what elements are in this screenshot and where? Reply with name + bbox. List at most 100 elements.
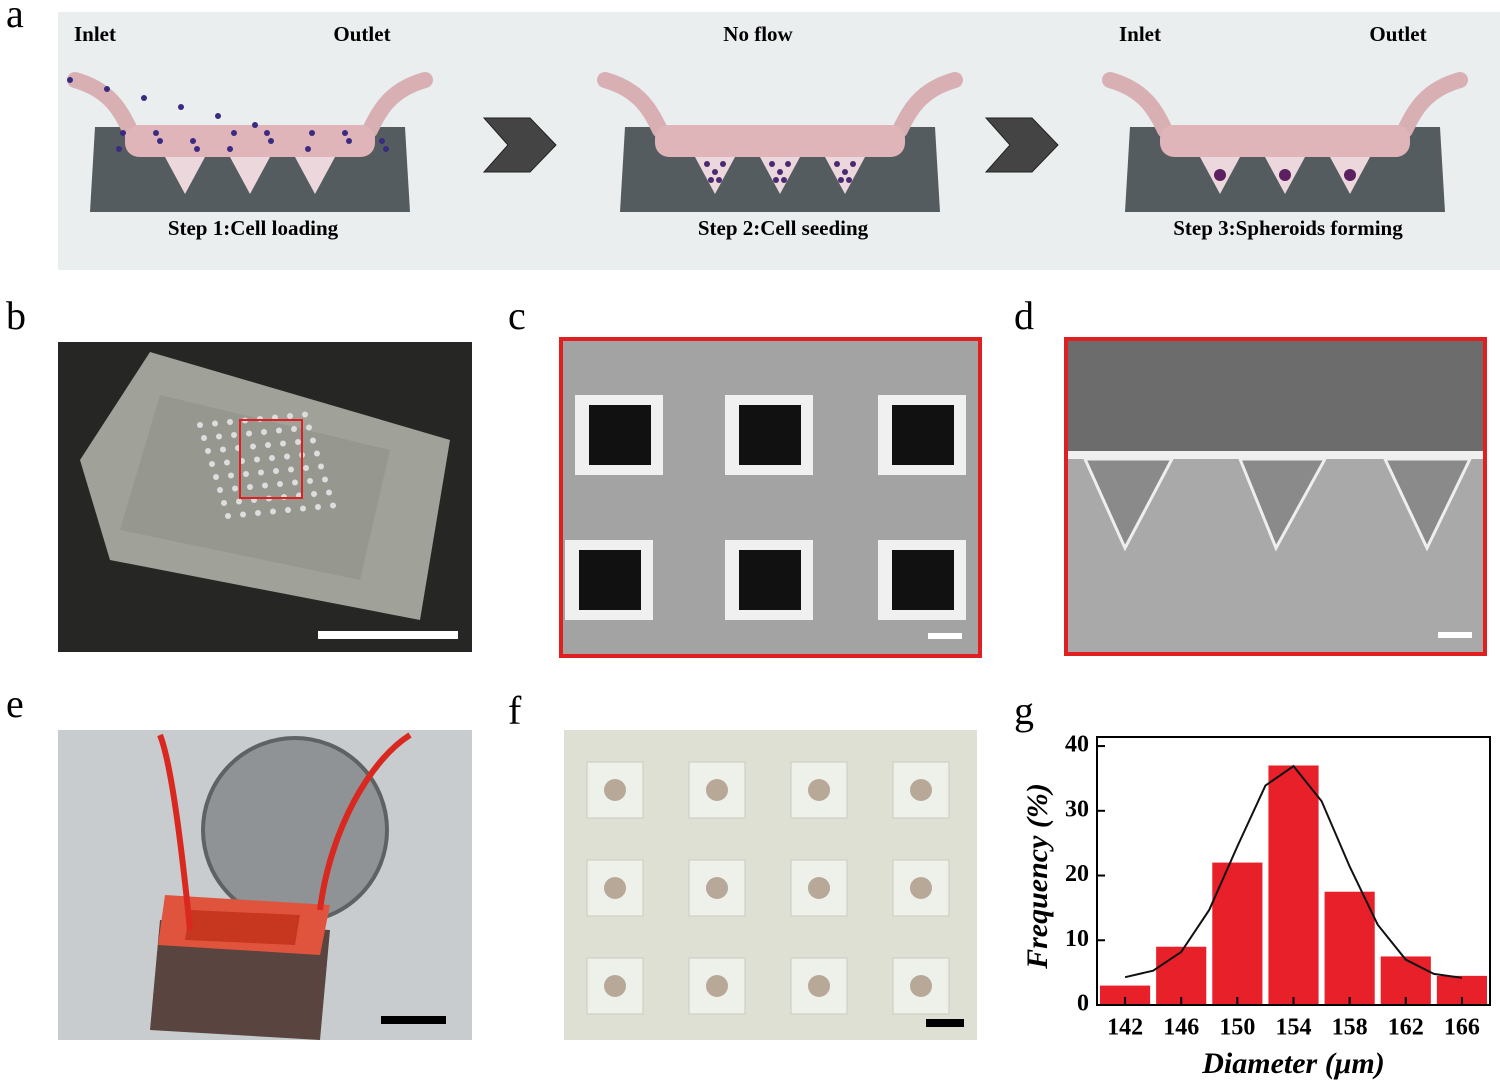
spheroid: [808, 877, 830, 899]
micro-well: [236, 498, 242, 505]
well: [695, 157, 735, 194]
flow-label: Inlet: [1119, 22, 1161, 46]
micro-well: [197, 422, 203, 428]
micro-well: [225, 513, 231, 519]
well: [165, 157, 205, 194]
micro-well: [201, 435, 207, 441]
bar: [1268, 765, 1319, 1005]
well: [230, 157, 270, 194]
micro-well: [280, 440, 286, 447]
micro-well: [250, 443, 256, 450]
micro-well: [224, 459, 230, 466]
schematic: Inlet Outlet Step 1:Cell loading No flow Ste…: [67, 22, 1468, 240]
cell: [104, 86, 110, 92]
tube: [1102, 72, 1468, 138]
cell: [704, 161, 710, 167]
micro-well: [318, 463, 324, 470]
micro-well: [302, 411, 308, 418]
micro-well: [209, 461, 215, 467]
micro-well: [306, 424, 312, 431]
micro-well: [288, 466, 294, 473]
tube: [597, 72, 963, 138]
cell: [268, 138, 274, 144]
micro-well: [292, 479, 298, 486]
flow-label: Outlet: [333, 22, 390, 46]
step-caption: Step 3:Spheroids forming: [1173, 216, 1403, 240]
labels: a b c d e f g: [6, 0, 1034, 733]
cell: [305, 146, 311, 152]
channel: [655, 125, 905, 157]
x-tick-label: 146: [1163, 1015, 1199, 1041]
step-caption: Step 2:Cell seeding: [698, 216, 869, 240]
spheroid: [910, 877, 932, 899]
micro-well: [227, 419, 233, 425]
spheroid: [910, 779, 932, 801]
micro-well: [330, 502, 336, 509]
micro-well-bottom: [579, 550, 641, 610]
cell: [716, 177, 722, 183]
panel-label: f: [508, 688, 522, 733]
micro-well: [228, 472, 234, 479]
photo-chip-with-coin: [58, 730, 472, 1040]
y-tick-label: 30: [1065, 796, 1089, 822]
panel-label: e: [6, 681, 24, 726]
cell: [785, 161, 791, 167]
micro-well-bottom: [892, 405, 954, 465]
photo-spheroids: [564, 730, 977, 1040]
x-axis-label: Diameter (μm): [1201, 1047, 1384, 1080]
cell: [120, 130, 126, 136]
panel-label: b: [6, 293, 26, 338]
micro-well: [231, 432, 237, 438]
micro-well: [213, 474, 219, 480]
flow-label: No flow: [723, 22, 793, 46]
spheroid: [1214, 169, 1226, 181]
cell: [838, 177, 844, 183]
cell: [712, 169, 718, 175]
x-tick-label: 158: [1332, 1015, 1368, 1041]
micro-well: [285, 507, 291, 513]
tube: [67, 72, 433, 138]
spheroid: [808, 779, 830, 801]
cell: [777, 169, 783, 175]
micro-well: [314, 450, 320, 457]
cell: [720, 161, 726, 167]
cell: [141, 95, 147, 101]
micro-well: [255, 510, 261, 516]
micro-well: [322, 476, 328, 483]
cell: [842, 169, 848, 175]
spheroid: [706, 877, 728, 899]
x-tick-label: 154: [1276, 1015, 1312, 1041]
micro-well: [276, 427, 282, 434]
spheroid: [1279, 169, 1291, 181]
cell: [346, 138, 352, 144]
micro-well-bottom: [892, 550, 954, 610]
spheroid: [808, 975, 830, 997]
micro-well-bottom: [739, 550, 801, 610]
micro-well: [277, 481, 283, 487]
y-tick-label: 40: [1065, 732, 1089, 758]
spheroid: [604, 779, 626, 801]
well: [760, 157, 800, 194]
step-caption: Step 1:Cell loading: [168, 216, 339, 240]
panel-label: c: [508, 293, 526, 338]
x-tick-label: 166: [1444, 1015, 1480, 1041]
micro-well: [300, 505, 306, 512]
micro-well: [240, 511, 246, 518]
spheroid: [706, 779, 728, 801]
chevron: [482, 117, 557, 173]
y-tick-label: 0: [1077, 991, 1089, 1017]
x-tick-label: 142: [1107, 1015, 1143, 1041]
cell: [178, 104, 184, 110]
micro-well: [273, 468, 279, 474]
cell: [157, 138, 163, 144]
fit-curve: [1124, 764, 1463, 979]
cell: [342, 130, 348, 136]
histogram-chart: 0 10 20 30 40 142 146 150 154 158 162 166 Diameter (…: [1021, 732, 1491, 1080]
micro-well: [295, 439, 301, 445]
panel-label: g: [1014, 688, 1034, 733]
cell: [67, 77, 73, 83]
well: [295, 157, 335, 194]
micro-well: [315, 504, 321, 510]
micro-well: [287, 413, 293, 419]
y-axis-label: Frequency (%): [1021, 783, 1054, 970]
